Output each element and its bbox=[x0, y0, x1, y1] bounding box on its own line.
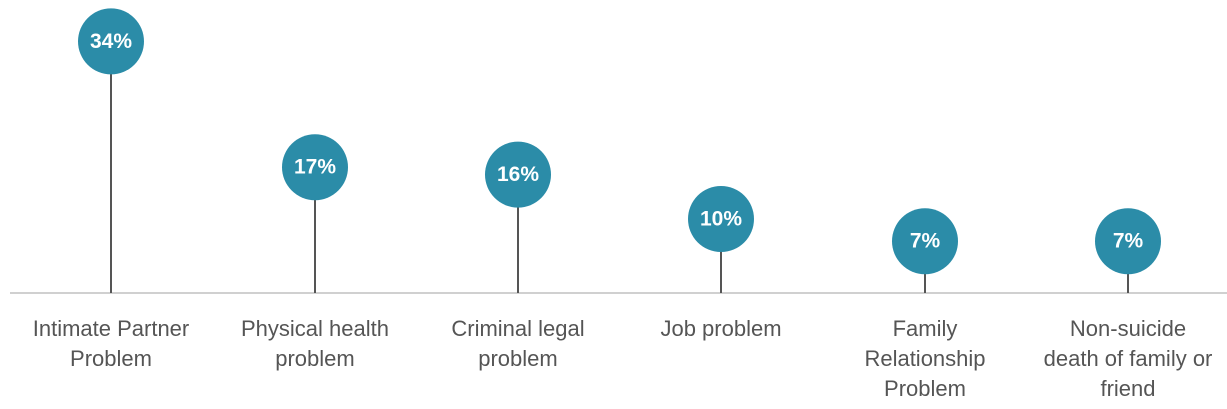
value-label: 16% bbox=[497, 163, 539, 186]
category-label: Job problem bbox=[660, 316, 782, 341]
value-label: 10% bbox=[700, 208, 742, 231]
dot bbox=[78, 8, 144, 75]
value-label: 7% bbox=[910, 230, 941, 253]
dot bbox=[282, 134, 348, 201]
value-label: 34% bbox=[90, 30, 132, 53]
dot bbox=[1095, 208, 1161, 275]
dot bbox=[485, 141, 551, 208]
value-label: 7% bbox=[1113, 230, 1144, 253]
category-label: Intimate Partner Problem bbox=[32, 316, 190, 371]
dot bbox=[688, 186, 754, 252]
dot bbox=[892, 208, 958, 275]
value-label: 17% bbox=[294, 156, 336, 179]
category-label: Family Relationship Problem bbox=[864, 316, 986, 401]
category-label: Criminal legal problem bbox=[451, 316, 585, 371]
category-label: Non-suicide death of family or friend bbox=[1043, 316, 1213, 401]
category-label: Physical health problem bbox=[241, 316, 389, 371]
